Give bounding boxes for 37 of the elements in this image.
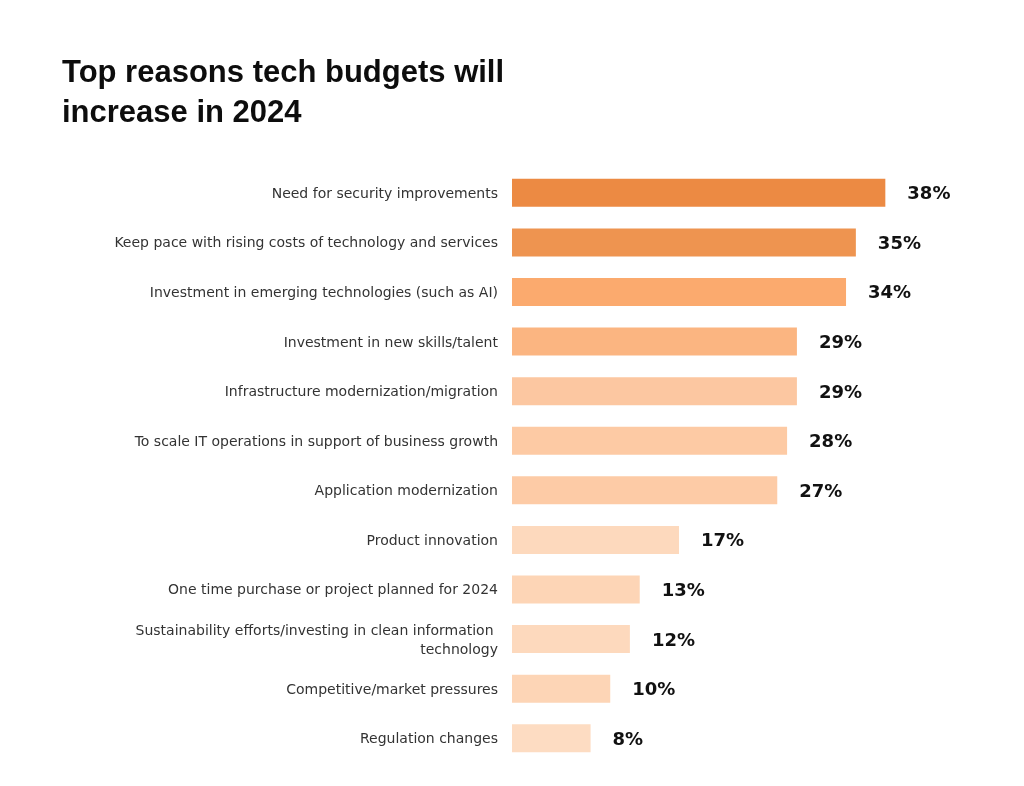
- y-tick-label: Keep pace with rising costs of technology and services: [114, 234, 498, 251]
- data-label: 17%: [701, 529, 745, 551]
- bar: [512, 327, 797, 356]
- y-tick-label: Competitive/market pressures: [286, 680, 498, 697]
- bar: [512, 476, 778, 505]
- y-tick-label: Product innovation: [366, 531, 498, 548]
- data-label: 38%: [907, 182, 951, 204]
- data-label: 12%: [651, 628, 695, 650]
- data-label: 28%: [809, 430, 853, 452]
- y-tick-label: Sustainability efforts/investing in clean information technology: [135, 621, 498, 657]
- data-label: 8%: [612, 727, 644, 749]
- bar: [512, 377, 797, 406]
- bar: [512, 575, 640, 604]
- data-label: 34%: [868, 281, 912, 303]
- y-tick-label: To scale IT operations in support of business growth: [133, 432, 498, 449]
- data-label: 13%: [661, 578, 705, 600]
- data-label: 29%: [818, 331, 863, 353]
- bar: [512, 426, 788, 455]
- chart-title: Top reasons tech budgets will increase in 2024: [62, 53, 513, 129]
- y-tick-label: One time purchase or project planned for 2024: [168, 581, 499, 598]
- data-label: 29%: [818, 380, 863, 402]
- bar: [512, 674, 611, 703]
- data-label: 27%: [799, 479, 843, 501]
- y-tick-label: Regulation changes: [359, 730, 498, 747]
- y-tick-label: Application modernization: [314, 482, 498, 499]
- data-label: 35%: [877, 231, 921, 253]
- bar: [512, 724, 591, 753]
- y-tick-label: Need for security improvements: [271, 184, 498, 201]
- bar: [512, 178, 886, 207]
- bar: [512, 228, 856, 257]
- data-label: 10%: [632, 678, 676, 700]
- bar: [512, 277, 847, 306]
- y-tick-label: Investment in emerging technologies (such as AI): [149, 283, 498, 300]
- y-tick-label: Infrastructure modernization/migration: [224, 383, 498, 400]
- bar: [512, 525, 680, 554]
- bar: [512, 625, 630, 654]
- y-tick-label: Investment in new skills/talent: [283, 333, 499, 350]
